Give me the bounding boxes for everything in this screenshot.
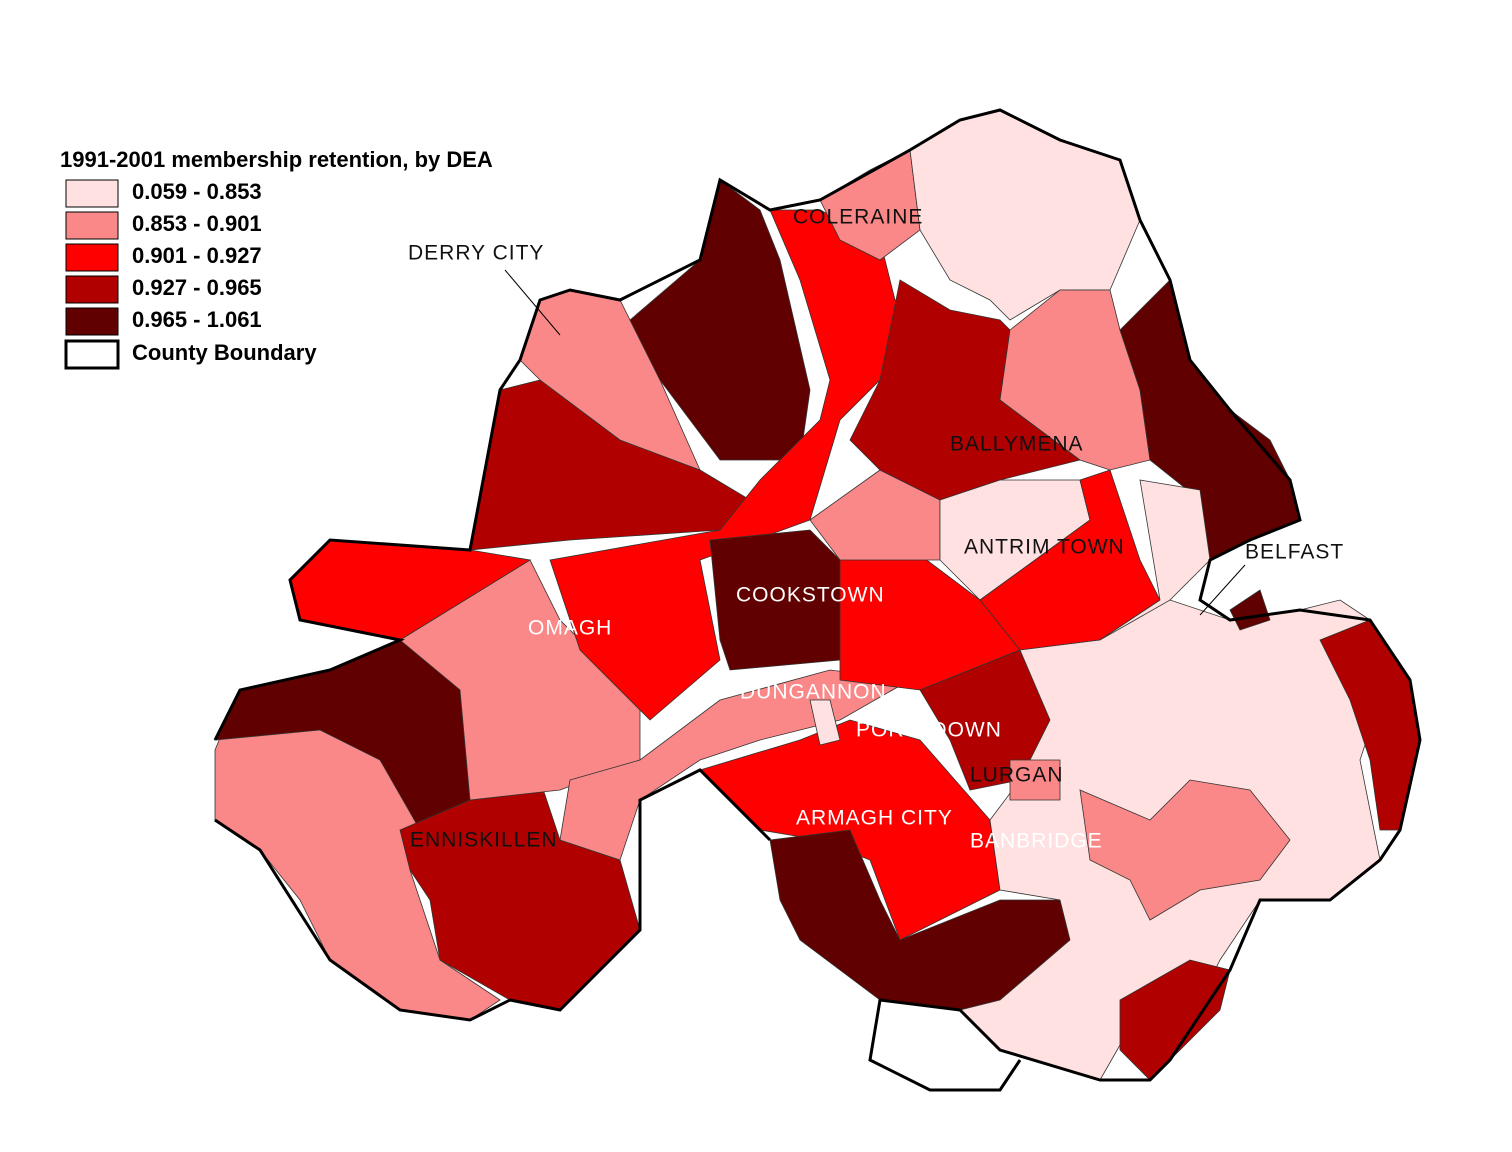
legend-label: County Boundary — [132, 340, 317, 365]
legend-label: 0.927 - 0.965 — [132, 275, 262, 300]
place-label: DERRY CITY — [408, 242, 544, 265]
region — [1009, 759, 1061, 801]
legend-label: 0.853 - 0.901 — [132, 211, 262, 236]
place-label: ENNISKILLEN — [410, 829, 558, 852]
region — [909, 109, 1141, 321]
county-boundary — [213, 108, 1422, 1092]
legend-swatch — [65, 275, 119, 304]
region — [1079, 779, 1291, 921]
regions — [214, 109, 1421, 1081]
place-label: BANBRIDGE — [970, 830, 1103, 853]
region — [549, 209, 901, 721]
region — [809, 699, 841, 746]
legend-swatch — [65, 243, 119, 272]
legend-label: 0.965 - 1.061 — [132, 307, 262, 332]
legend-swatch — [64, 339, 120, 370]
legend-swatch — [65, 307, 119, 336]
leader-line — [504, 269, 561, 336]
leader-line — [1199, 564, 1246, 616]
legend-label: 0.059 - 0.853 — [132, 179, 262, 204]
legend-title: 1991-2001 membership retention, by DEA — [60, 147, 493, 172]
place-labels: DERRY CITY COLERAINE BALLYMENA ANTRIM TO… — [408, 206, 1344, 853]
place-label: BELFAST — [1245, 541, 1344, 564]
legend-label: 0.901 - 0.927 — [132, 243, 262, 268]
legend-items: 0.059 - 0.853 0.853 - 0.901 0.901 - 0.927 0… — [65, 179, 262, 336]
place-label: DUNGANNON — [740, 681, 887, 704]
legend-swatch — [65, 179, 119, 208]
place-label: PORTADOWN — [856, 719, 1002, 742]
place-label: OMAGH — [528, 617, 612, 640]
place-label: ANTRIM TOWN — [964, 536, 1125, 559]
legend: 1991-2001 membership retention, by DEA 0… — [60, 147, 493, 370]
legend-swatch — [65, 211, 119, 240]
place-label: COOKSTOWN — [736, 584, 885, 607]
region — [1119, 959, 1231, 1081]
place-label: ARMAGH CITY — [796, 807, 953, 830]
place-label: LURGAN — [970, 764, 1064, 787]
place-label: BALLYMENA — [950, 433, 1084, 456]
place-label: COLERAINE — [793, 206, 923, 229]
